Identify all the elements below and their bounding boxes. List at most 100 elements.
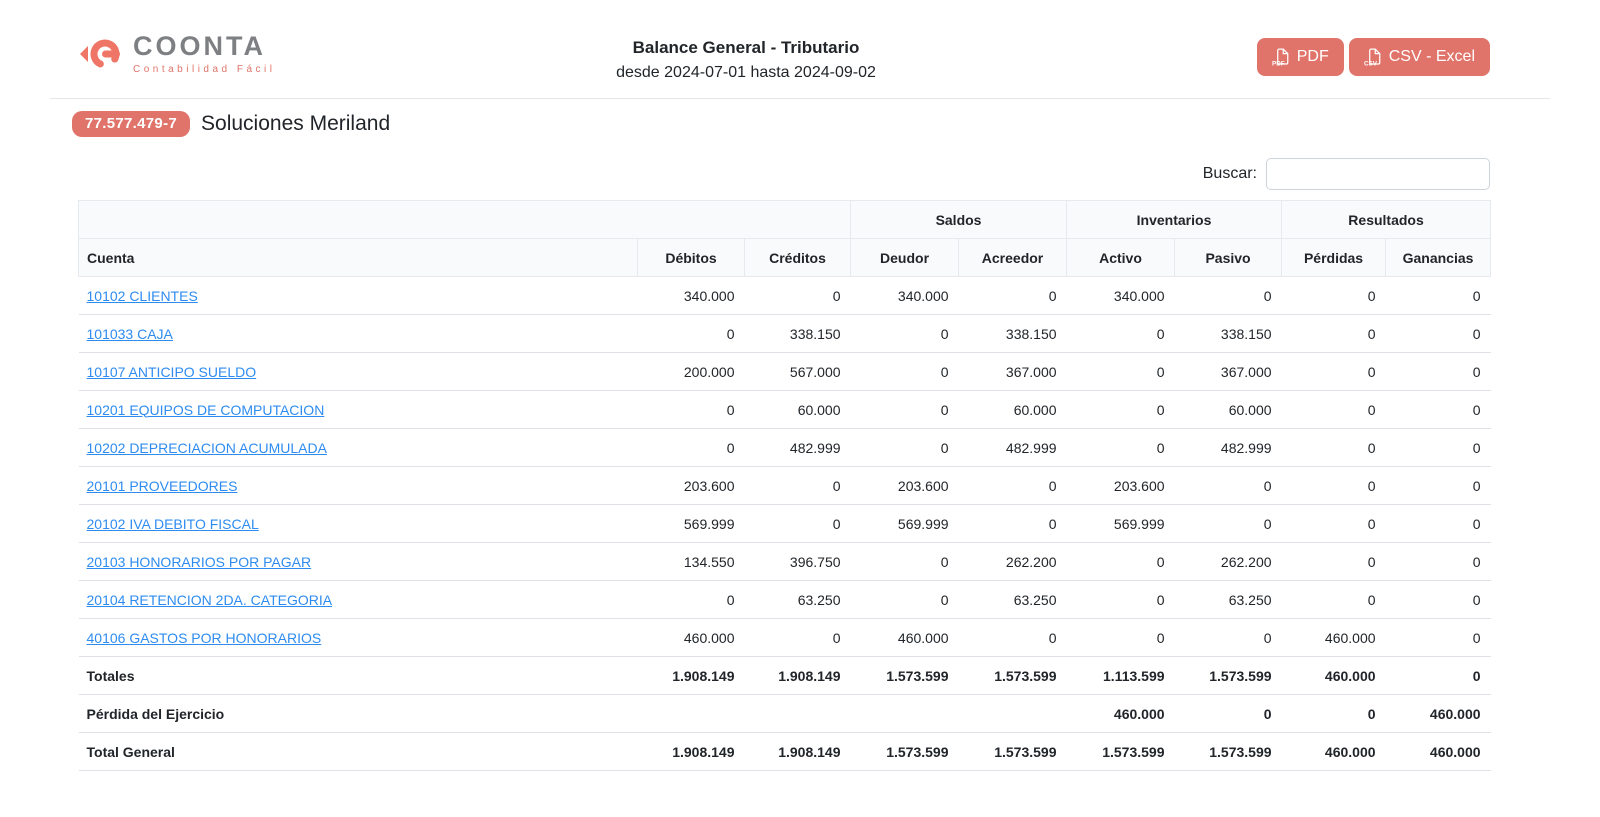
report-date-range: desde 2024-07-01 hasta 2024-09-02 <box>616 64 876 81</box>
value-cell: 338.150 <box>744 314 851 353</box>
footer-value-cell: 1.573.599 <box>850 656 959 695</box>
footer-value-cell <box>744 694 851 733</box>
value-cell: 367.000 <box>958 352 1067 391</box>
value-cell: 0 <box>1385 314 1491 353</box>
value-cell: 0 <box>1174 276 1282 315</box>
value-cell: 0 <box>850 542 959 581</box>
pdf-button[interactable]: PDF PDF <box>1256 38 1344 76</box>
value-cell: 134.550 <box>637 542 745 581</box>
value-cell: 0 <box>1385 466 1491 505</box>
account-link[interactable]: 20104 RETENCION 2DA. CATEGORIA <box>86 591 333 608</box>
pdf-file-icon: PDF <box>1272 48 1289 66</box>
footer-value-cell: 460.000 <box>1281 656 1386 695</box>
value-cell: 63.250 <box>744 580 851 619</box>
report-title: Balance General - Tributario <box>632 38 860 57</box>
account-link[interactable]: 20103 HONORARIOS POR PAGAR <box>86 553 312 570</box>
footer-label: Pérdida del Ejercicio <box>78 694 638 733</box>
value-cell: 0 <box>1281 428 1386 467</box>
value-cell: 0 <box>850 428 959 467</box>
value-cell: 0 <box>1066 580 1175 619</box>
account-link[interactable]: 40106 GASTOS POR HONORARIOS <box>86 629 322 646</box>
value-cell: 0 <box>744 504 851 543</box>
value-cell: 0 <box>958 504 1067 543</box>
value-cell: 200.000 <box>637 352 745 391</box>
account-link[interactable]: 10107 ANTICIPO SUELDO <box>86 363 257 380</box>
value-cell: 367.000 <box>1174 352 1282 391</box>
account-cell: 20102 IVA DEBITO FISCAL <box>78 504 638 543</box>
group-header: Saldos <box>850 200 1068 239</box>
value-cell: 203.600 <box>637 466 745 505</box>
account-cell: 101033 CAJA <box>78 314 638 353</box>
table-row: 10202 DEPRECIACION ACUMULADA 0 482.999 0 482… <box>78 428 1491 467</box>
account-link[interactable]: 10201 EQUIPOS DE COMPUTACION <box>86 401 325 418</box>
column-header: Débitos <box>637 238 745 277</box>
value-cell: 0 <box>1066 390 1175 429</box>
value-cell: 338.150 <box>958 314 1067 353</box>
value-cell: 340.000 <box>637 276 745 315</box>
account-cell: 40106 GASTOS POR HONORARIOS <box>78 618 638 657</box>
footer-row: Totales 1.908.149 1.908.149 1.573.599 1.573.… <box>78 656 1491 695</box>
account-cell: 10107 ANTICIPO SUELDO <box>78 352 638 391</box>
balance-table: Saldos Inventarios Resultados Cuenta Débitos… <box>77 200 1492 771</box>
search-label: Buscar: <box>1202 165 1257 182</box>
brand-name: COONTA <box>133 31 266 61</box>
account-link[interactable]: 20102 IVA DEBITO FISCAL <box>86 515 259 532</box>
footer-value-cell: 1.908.149 <box>637 656 745 695</box>
column-header: Ganancias <box>1385 238 1492 277</box>
footer-value-cell: 1.573.599 <box>850 732 959 771</box>
coonta-logo-icon <box>80 39 120 69</box>
column-header: Activo <box>1066 238 1176 277</box>
table-body: 10102 CLIENTES 340.000 0 340.000 0 340.000 0 0 0… <box>78 276 1491 657</box>
value-cell: 0 <box>850 352 959 391</box>
table-row: 101033 CAJA 0 338.150 0 338.150 0 338.150 0 0 <box>78 314 1491 353</box>
footer-value-cell: 0 <box>1174 694 1282 733</box>
value-cell: 60.000 <box>744 390 851 429</box>
value-cell: 396.750 <box>744 542 851 581</box>
value-cell: 63.250 <box>1174 580 1282 619</box>
account-cell: 10202 DEPRECIACION ACUMULADA <box>78 428 638 467</box>
table-row: 20101 PROVEEDORES 203.600 0 203.600 0 203.600… <box>78 466 1491 505</box>
search-input[interactable] <box>1266 158 1490 190</box>
value-cell: 338.150 <box>1174 314 1282 353</box>
account-cell: 20103 HONORARIOS POR PAGAR <box>78 542 638 581</box>
account-cell: 10201 EQUIPOS DE COMPUTACION <box>78 390 638 429</box>
footer-label: Totales <box>78 656 638 695</box>
footer-row: Total General 1.908.149 1.908.149 1.573.599… <box>78 732 1491 771</box>
footer-value-cell: 1.573.599 <box>958 732 1067 771</box>
svg-text:CSV: CSV <box>1364 60 1378 66</box>
value-cell: 0 <box>958 466 1067 505</box>
group-header: Inventarios <box>1066 200 1283 239</box>
footer-value-cell: 1.573.599 <box>1174 732 1282 771</box>
value-cell: 0 <box>850 314 959 353</box>
value-cell: 0 <box>1281 390 1386 429</box>
value-cell: 60.000 <box>1174 390 1282 429</box>
value-cell: 0 <box>1385 352 1491 391</box>
account-cell: 10102 CLIENTES <box>78 276 638 315</box>
value-cell: 340.000 <box>1066 276 1175 315</box>
csv-excel-button[interactable]: CSV CSV - Excel <box>1348 38 1490 76</box>
csv-file-icon: CSV <box>1364 48 1381 66</box>
column-header: Pasivo <box>1174 238 1283 277</box>
footer-value-cell <box>637 694 745 733</box>
table-row: 10102 CLIENTES 340.000 0 340.000 0 340.000 0 0 0 <box>78 276 1491 315</box>
footer-value-cell: 0 <box>1385 656 1491 695</box>
column-header: Acreedor <box>958 238 1068 277</box>
account-link[interactable]: 10202 DEPRECIACION ACUMULADA <box>86 439 327 456</box>
brand-tagline: Contabilidad Fácil <box>133 64 276 75</box>
value-cell: 0 <box>1066 352 1175 391</box>
value-cell: 460.000 <box>850 618 959 657</box>
column-header: Cuenta <box>78 238 638 277</box>
footer-value-cell: 0 <box>1281 694 1386 733</box>
pdf-button-label: PDF <box>1296 48 1329 65</box>
value-cell: 482.999 <box>1174 428 1282 467</box>
value-cell: 0 <box>637 580 745 619</box>
account-link[interactable]: 10102 CLIENTES <box>86 287 198 304</box>
account-link[interactable]: 20101 PROVEEDORES <box>86 477 238 494</box>
footer-value-cell: 460.000 <box>1281 732 1386 771</box>
account-link[interactable]: 101033 CAJA <box>86 325 173 342</box>
table-row: 10201 EQUIPOS DE COMPUTACION 0 60.000 0 60.0… <box>78 390 1491 429</box>
value-cell: 569.999 <box>850 504 959 543</box>
footer-value-cell: 1.908.149 <box>637 732 745 771</box>
value-cell: 0 <box>1385 504 1491 543</box>
group-header <box>77 200 852 239</box>
